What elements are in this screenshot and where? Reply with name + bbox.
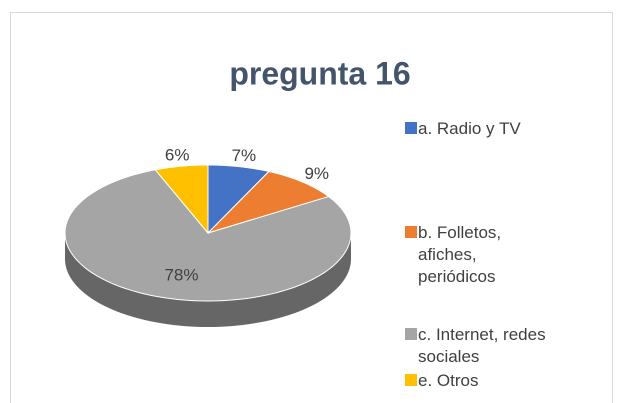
data-label: 78% — [164, 265, 198, 284]
legend-label: e. Otros — [418, 371, 479, 390]
data-label: 6% — [165, 146, 190, 165]
legend-item: e. Otros — [405, 370, 605, 392]
legend-swatch — [405, 374, 417, 386]
slice — [154, 164, 209, 235]
legend-item: c. Internet, redes sociales — [405, 324, 610, 368]
legend-label: b. Folletos, afiches, periódicos — [418, 223, 502, 286]
slice — [64, 169, 352, 302]
slice-side — [65, 233, 351, 327]
legend-label: c. Internet, redes sociales — [418, 325, 546, 366]
slice — [207, 164, 270, 235]
data-label: 7% — [232, 146, 257, 165]
slice — [207, 170, 330, 234]
legend-swatch — [405, 328, 417, 340]
chart-title: pregunta 16 — [229, 55, 410, 91]
legend-label: a. Radio y TV — [418, 119, 521, 138]
legend-swatch — [405, 226, 417, 238]
legend-swatch — [405, 122, 417, 134]
data-label: 9% — [304, 164, 329, 183]
legend-item: b. Folletos, afiches, periódicos — [405, 222, 540, 288]
legend-item: a. Radio y TV — [405, 118, 605, 140]
